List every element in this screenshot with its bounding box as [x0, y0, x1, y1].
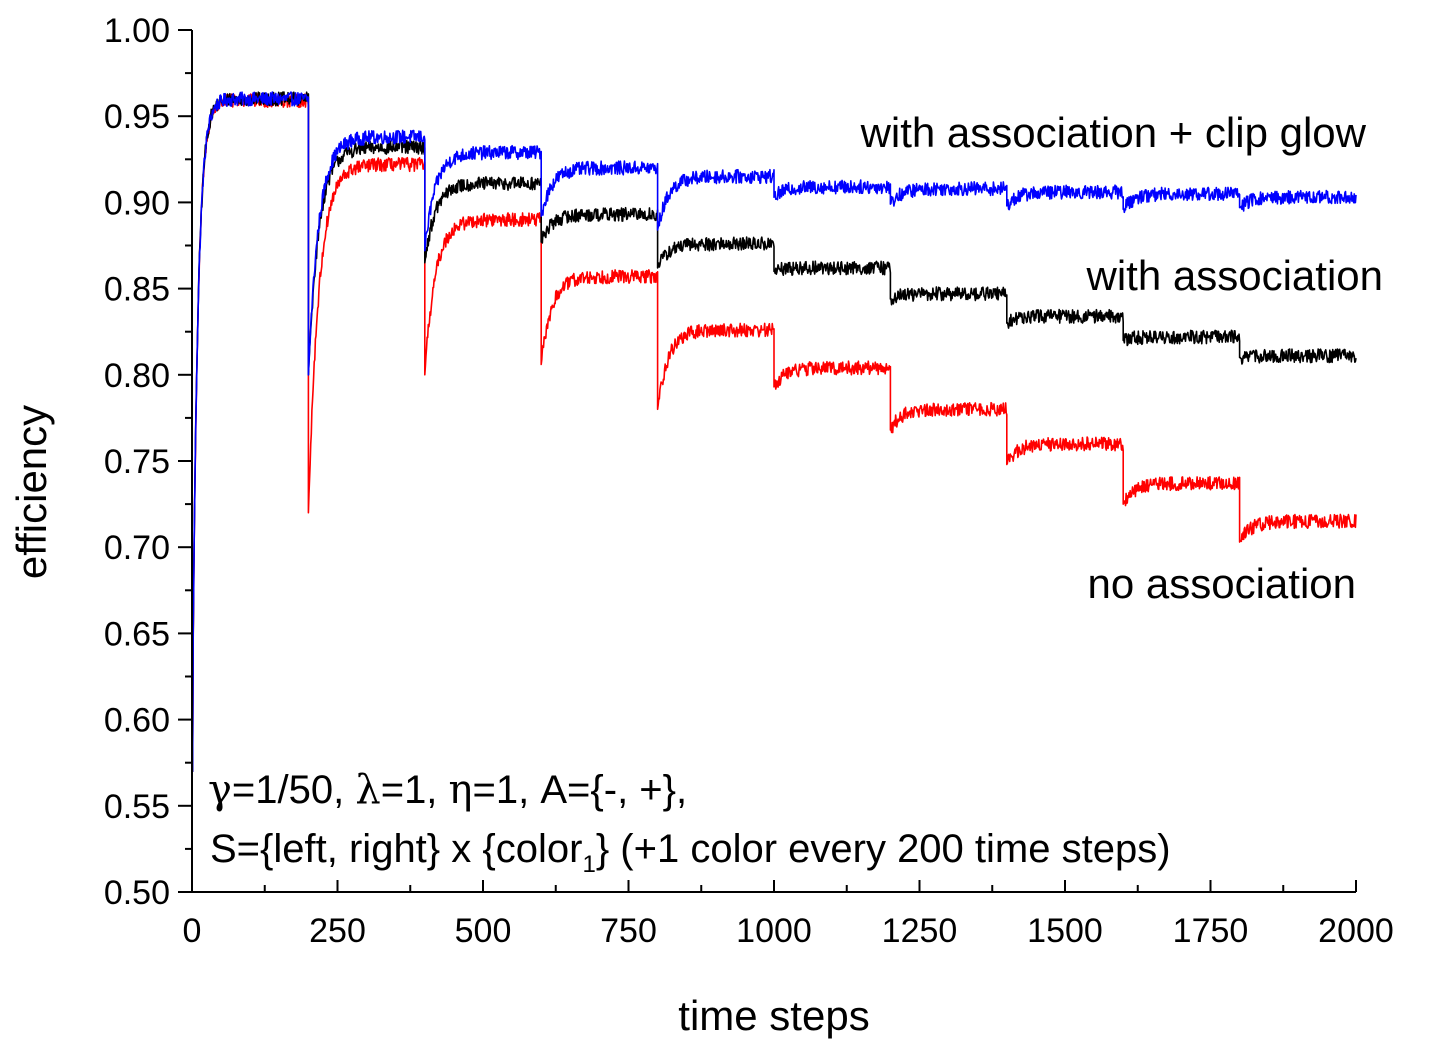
x-tick-label: 0 — [183, 912, 202, 950]
color-subscript: 1 — [582, 851, 595, 878]
x-tick-label: 500 — [455, 912, 512, 950]
x-axis-ticks: 0 250 500 750 1000 1250 1500 1750 2000 — [183, 880, 1394, 950]
parameter-line-2: S={left, right} x {color1} (+1 color eve… — [210, 827, 1171, 878]
state-suffix: } (+1 color every 200 time steps) — [596, 827, 1171, 871]
lambda-symbol: λ — [355, 767, 380, 813]
lambda-value: =1, — [381, 768, 449, 812]
x-tick-label: 750 — [600, 912, 657, 950]
y-tick-label: 0.65 — [104, 615, 170, 653]
y-tick-label: 0.50 — [104, 874, 170, 912]
axes-layer: 0 250 500 750 1000 1250 1500 1750 2000 0.500.550… — [104, 12, 1394, 950]
y-tick-label: 0.90 — [104, 184, 170, 222]
eta-symbol: η — [449, 767, 473, 813]
y-tick-label: 0.85 — [104, 271, 170, 309]
series-line-with-association — [191, 91, 1357, 773]
x-tick-label: 250 — [309, 912, 366, 950]
x-tick-label: 1750 — [1173, 912, 1249, 950]
gamma-symbol: γ — [208, 767, 232, 813]
x-tick-label: 1000 — [736, 912, 812, 950]
x-tick-label: 1500 — [1027, 912, 1103, 950]
gamma-value: =1/50, — [232, 768, 355, 812]
series-layer — [191, 91, 1357, 773]
parameter-line-1: γ=1/50, λ=1, η=1, A={-, +}, — [208, 767, 687, 813]
label-no-association: no association — [1087, 560, 1356, 607]
y-tick-label: 0.80 — [104, 357, 170, 395]
y-tick-label: 0.95 — [104, 98, 170, 136]
x-axis-title: time steps — [678, 992, 869, 1039]
y-axis-title: efficiency — [8, 405, 55, 579]
y-tick-label: 0.75 — [104, 443, 170, 481]
state-prefix: S={left, right} x {color — [210, 827, 582, 871]
series-line-no-association — [191, 93, 1357, 773]
label-with-association: with association — [1086, 252, 1383, 299]
series-line-with-association-clip-glow — [191, 91, 1357, 773]
label-with-association-clip-glow: with association + clip glow — [860, 109, 1367, 156]
x-tick-label: 1250 — [882, 912, 958, 950]
y-tick-label: 0.55 — [104, 788, 170, 826]
x-tick-label: 2000 — [1318, 912, 1394, 950]
eta-value: =1, A={-, +}, — [473, 768, 688, 812]
y-tick-label: 1.00 — [104, 12, 170, 50]
y-axis-ticks: 0.50 0.55 0.60 0.65 0.70 0.75 0.80 0.85 0.90 0.95… — [104, 12, 192, 912]
y-tick-label: 0.70 — [104, 529, 170, 567]
y-tick-label: 0.60 — [104, 702, 170, 740]
